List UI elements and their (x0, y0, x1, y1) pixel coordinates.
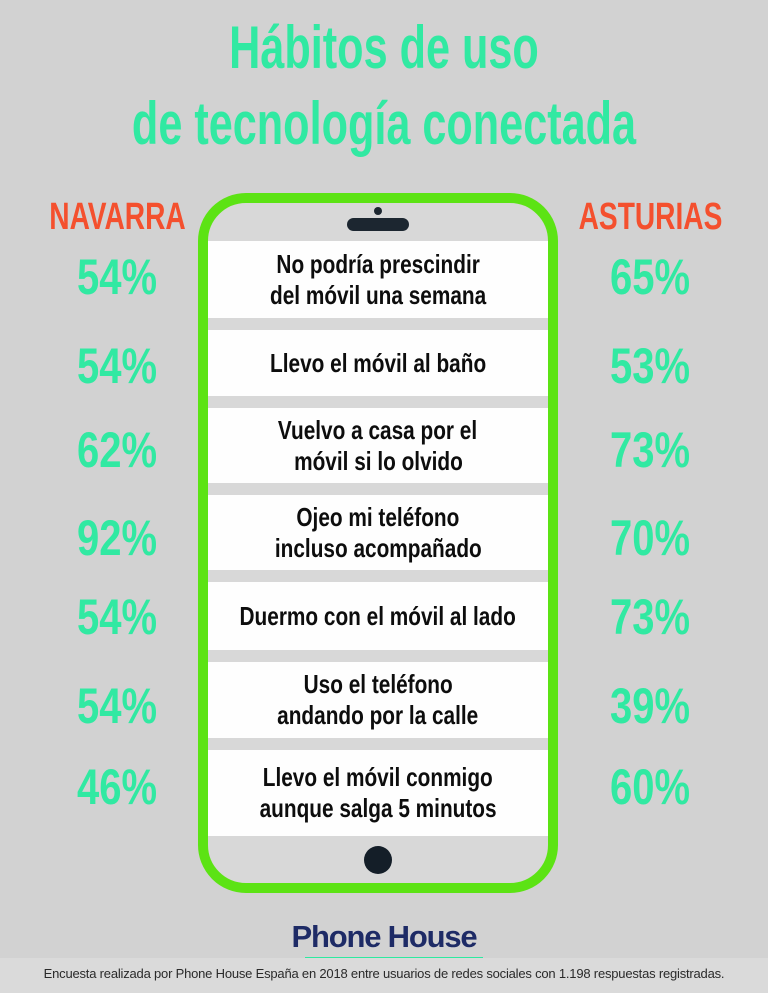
home-button-icon (364, 845, 392, 874)
page-title: Hábitos de uso de tecnología conectada (0, 10, 768, 162)
habit-text: Vuelvo a casa por el (278, 414, 478, 445)
asturias-value-row5: 73% (609, 589, 691, 645)
habit-row-1: No podría prescindir del móvil una seman… (208, 241, 548, 318)
footer-band: Encuesta realizada por Phone House Españ… (0, 958, 768, 993)
habit-text: móvil si lo olvido (293, 445, 463, 476)
camera-dot-icon (374, 207, 382, 215)
phone-top-bezel (208, 203, 548, 241)
asturias-value-row1: 65% (609, 249, 691, 305)
habit-row-6: Uso el teléfono andando por la calle (208, 662, 548, 738)
navarra-value-row5: 54% (76, 589, 158, 645)
column-header-asturias: ASTURIAS (578, 196, 723, 238)
row-separator (208, 396, 548, 408)
row-separator (208, 650, 548, 662)
speaker-icon (347, 218, 409, 231)
navarra-value-row6: 54% (76, 678, 158, 734)
row-separator (208, 738, 548, 750)
row-separator (208, 570, 548, 582)
habit-text: Llevo el móvil conmigo (263, 762, 493, 792)
navarra-value-row3: 62% (76, 422, 158, 478)
page-title-line1: Hábitos de uso (229, 14, 539, 81)
habit-text: Ojeo mi teléfono (296, 501, 460, 532)
habit-row-7: Llevo el móvil conmigo aunque salga 5 mi… (208, 750, 548, 836)
asturias-value-row4: 70% (609, 510, 691, 566)
habit-text: andando por la calle (277, 700, 479, 730)
phone-house-logo-text: Phone House (291, 919, 478, 954)
row-separator (208, 318, 548, 330)
phone-illustration: No podría prescindir del móvil una seman… (198, 193, 558, 893)
habit-text: incluso acompañado (274, 532, 482, 563)
habit-text: aunque salga 5 minutos (259, 793, 497, 823)
asturias-value-row6: 39% (609, 678, 691, 734)
phone-bottom-bezel (208, 836, 548, 883)
page-title-line2: de tecnología conectada (131, 90, 637, 157)
habit-row-2: Llevo el móvil al baño (208, 330, 548, 396)
navarra-value-row1: 54% (76, 249, 158, 305)
navarra-value-row4: 92% (76, 510, 158, 566)
habit-text: Duermo con el móvil al lado (239, 600, 517, 631)
column-header-navarra: NAVARRA (49, 196, 186, 238)
habit-text: Llevo el móvil al baño (269, 347, 487, 378)
phone-house-logo: Phone House (0, 919, 768, 962)
habit-text: del móvil una semana (269, 279, 487, 310)
habit-row-5: Duermo con el móvil al lado (208, 582, 548, 650)
footer-text: Encuesta realizada por Phone House Españ… (43, 966, 725, 981)
asturias-value-row3: 73% (609, 422, 691, 478)
habit-text: No podría prescindir (276, 248, 480, 279)
habit-text: Uso el teléfono (303, 669, 453, 699)
row-separator (208, 483, 548, 495)
habit-row-4: Ojeo mi teléfono incluso acompañado (208, 495, 548, 570)
asturias-value-row7: 60% (609, 759, 691, 815)
asturias-value-row2: 53% (609, 338, 691, 394)
navarra-value-row2: 54% (76, 338, 158, 394)
habit-row-3: Vuelvo a casa por el móvil si lo olvido (208, 408, 548, 483)
navarra-value-row7: 46% (76, 759, 158, 815)
